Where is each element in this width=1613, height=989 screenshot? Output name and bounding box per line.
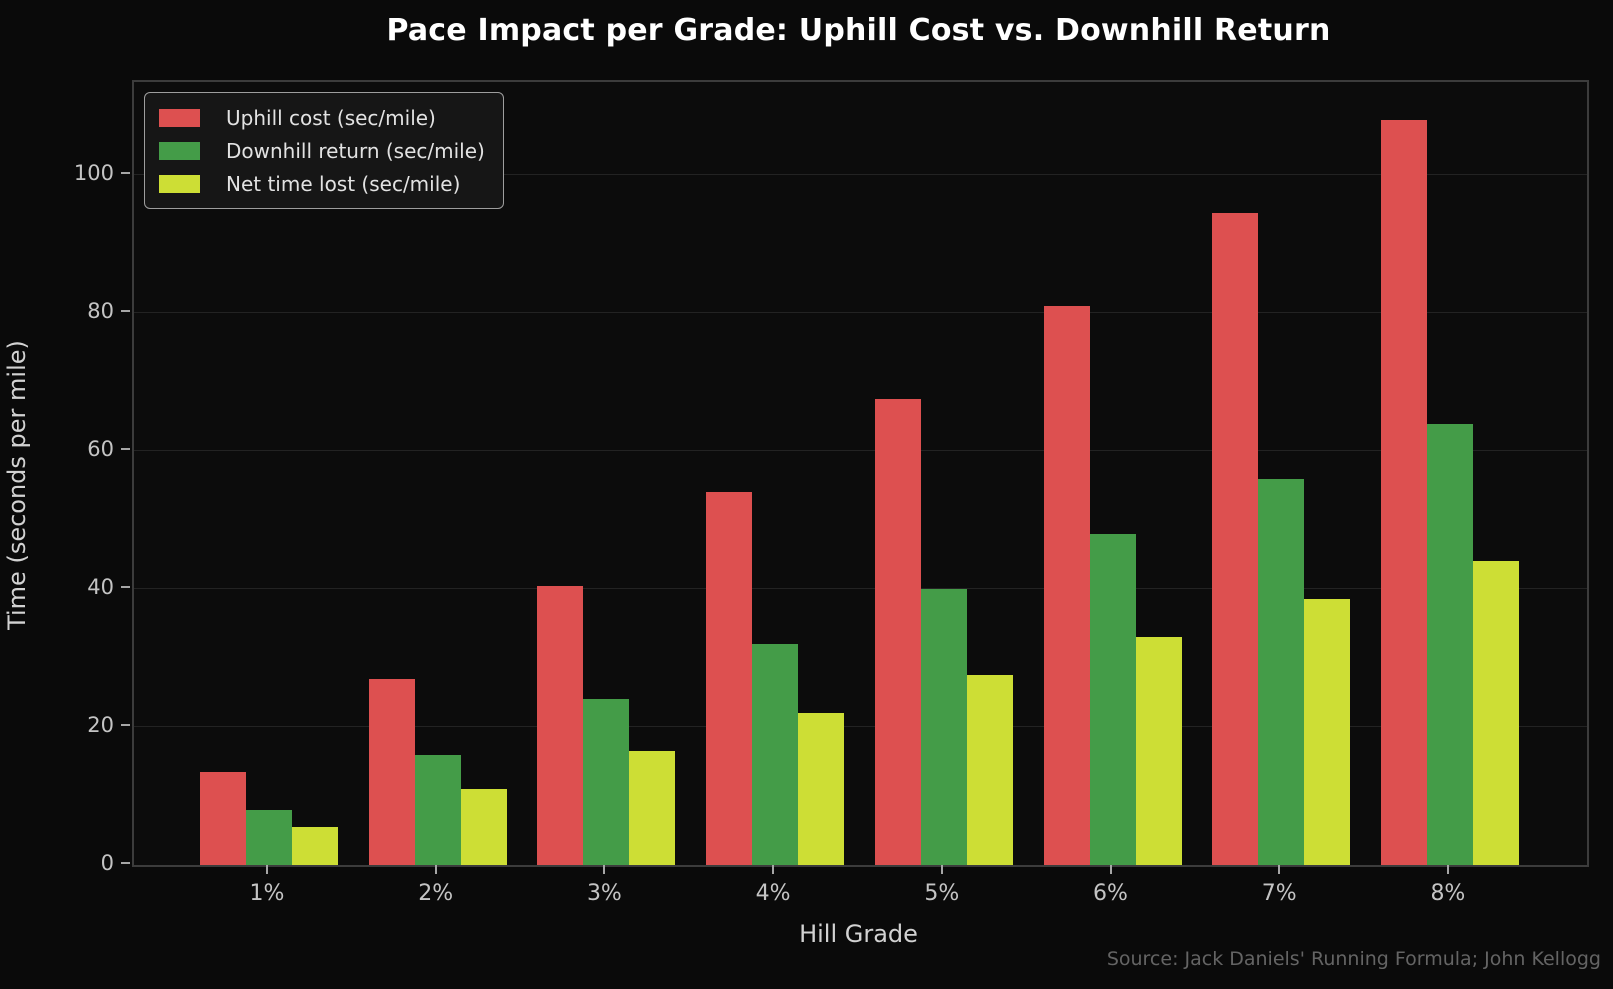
- x-tick-mark: [1278, 865, 1281, 874]
- gridline: [134, 450, 1587, 452]
- bar: [629, 751, 676, 865]
- legend-label-net-time-lost: Net time lost (sec/mile): [226, 171, 461, 196]
- legend-item-uphill-cost: Uphill cost (sec/mile): [159, 105, 485, 130]
- gridline: [134, 588, 1587, 590]
- y-tick-label: 80: [87, 299, 114, 324]
- uphill-cost-swatch-icon: [159, 108, 200, 127]
- bar: [966, 675, 1013, 865]
- plot-area: [132, 80, 1589, 867]
- x-tick-mark: [940, 865, 943, 874]
- y-tick-mark: [121, 724, 130, 727]
- bar: [1426, 423, 1473, 865]
- x-tick-label: 8%: [1430, 881, 1466, 906]
- x-tick-label: 4%: [755, 881, 791, 906]
- x-tick-label: 2%: [418, 881, 454, 906]
- bar: [1304, 599, 1351, 865]
- bar: [246, 809, 292, 865]
- bar: [200, 771, 246, 865]
- y-tick-label: 60: [87, 437, 114, 462]
- y-tick-label: 20: [87, 713, 114, 738]
- x-tick-mark: [603, 865, 606, 874]
- bar: [920, 589, 967, 865]
- bar: [537, 585, 584, 865]
- x-tick-label: 5%: [924, 881, 960, 906]
- y-axis-label: Time (seconds per mile): [3, 340, 31, 630]
- bar: [292, 827, 338, 865]
- legend-item-downhill-return: Downhill return (sec/mile): [159, 138, 485, 163]
- y-tick-mark: [121, 586, 130, 589]
- net-time-lost-swatch-icon: [159, 174, 200, 193]
- x-tick-mark: [1446, 865, 1449, 874]
- gridline: [134, 174, 1587, 176]
- bar: [368, 678, 415, 865]
- bar: [460, 789, 507, 865]
- bar: [414, 754, 461, 865]
- bar: [1472, 561, 1519, 865]
- x-tick-label: 3%: [586, 881, 622, 906]
- x-tick-mark: [434, 865, 437, 874]
- bar: [1380, 119, 1427, 865]
- x-tick-mark: [266, 865, 268, 874]
- bar: [874, 399, 921, 865]
- y-tick-mark: [121, 172, 130, 175]
- x-tick-label: 1%: [249, 881, 285, 906]
- bar: [1212, 213, 1259, 865]
- legend: Uphill cost (sec/mile) Downhill return (…: [144, 92, 504, 209]
- bar: [1089, 533, 1136, 865]
- source-note: Source: Jack Daniels' Running Formula; J…: [1106, 948, 1601, 970]
- bar: [1135, 637, 1182, 865]
- y-tick-label: 100: [73, 161, 114, 186]
- bar: [798, 713, 845, 865]
- legend-label-uphill-cost: Uphill cost (sec/mile): [226, 105, 436, 130]
- bar: [752, 644, 799, 865]
- x-tick-mark: [772, 865, 775, 874]
- legend-item-net-time-lost: Net time lost (sec/mile): [159, 171, 485, 196]
- bar: [1043, 306, 1090, 865]
- y-tick-label: 40: [87, 575, 114, 600]
- gridline: [134, 312, 1587, 314]
- downhill-return-swatch-icon: [159, 141, 200, 160]
- y-tick-mark: [121, 448, 130, 451]
- bar: [583, 699, 630, 865]
- x-tick-label: 6%: [1093, 881, 1128, 906]
- y-tick-mark: [121, 310, 130, 313]
- legend-label-downhill-return: Downhill return (sec/mile): [226, 138, 485, 163]
- bar: [706, 492, 753, 865]
- chart-title: Pace Impact per Grade: Uphill Cost vs. D…: [386, 13, 1331, 48]
- x-tick-label: 7%: [1261, 881, 1297, 906]
- gridline: [134, 726, 1587, 728]
- y-tick-label: 0: [100, 851, 114, 875]
- x-tick-mark: [1109, 865, 1112, 874]
- x-axis-label: Hill Grade: [799, 920, 918, 948]
- y-tick-mark: [121, 862, 130, 864]
- bar: [1258, 478, 1305, 865]
